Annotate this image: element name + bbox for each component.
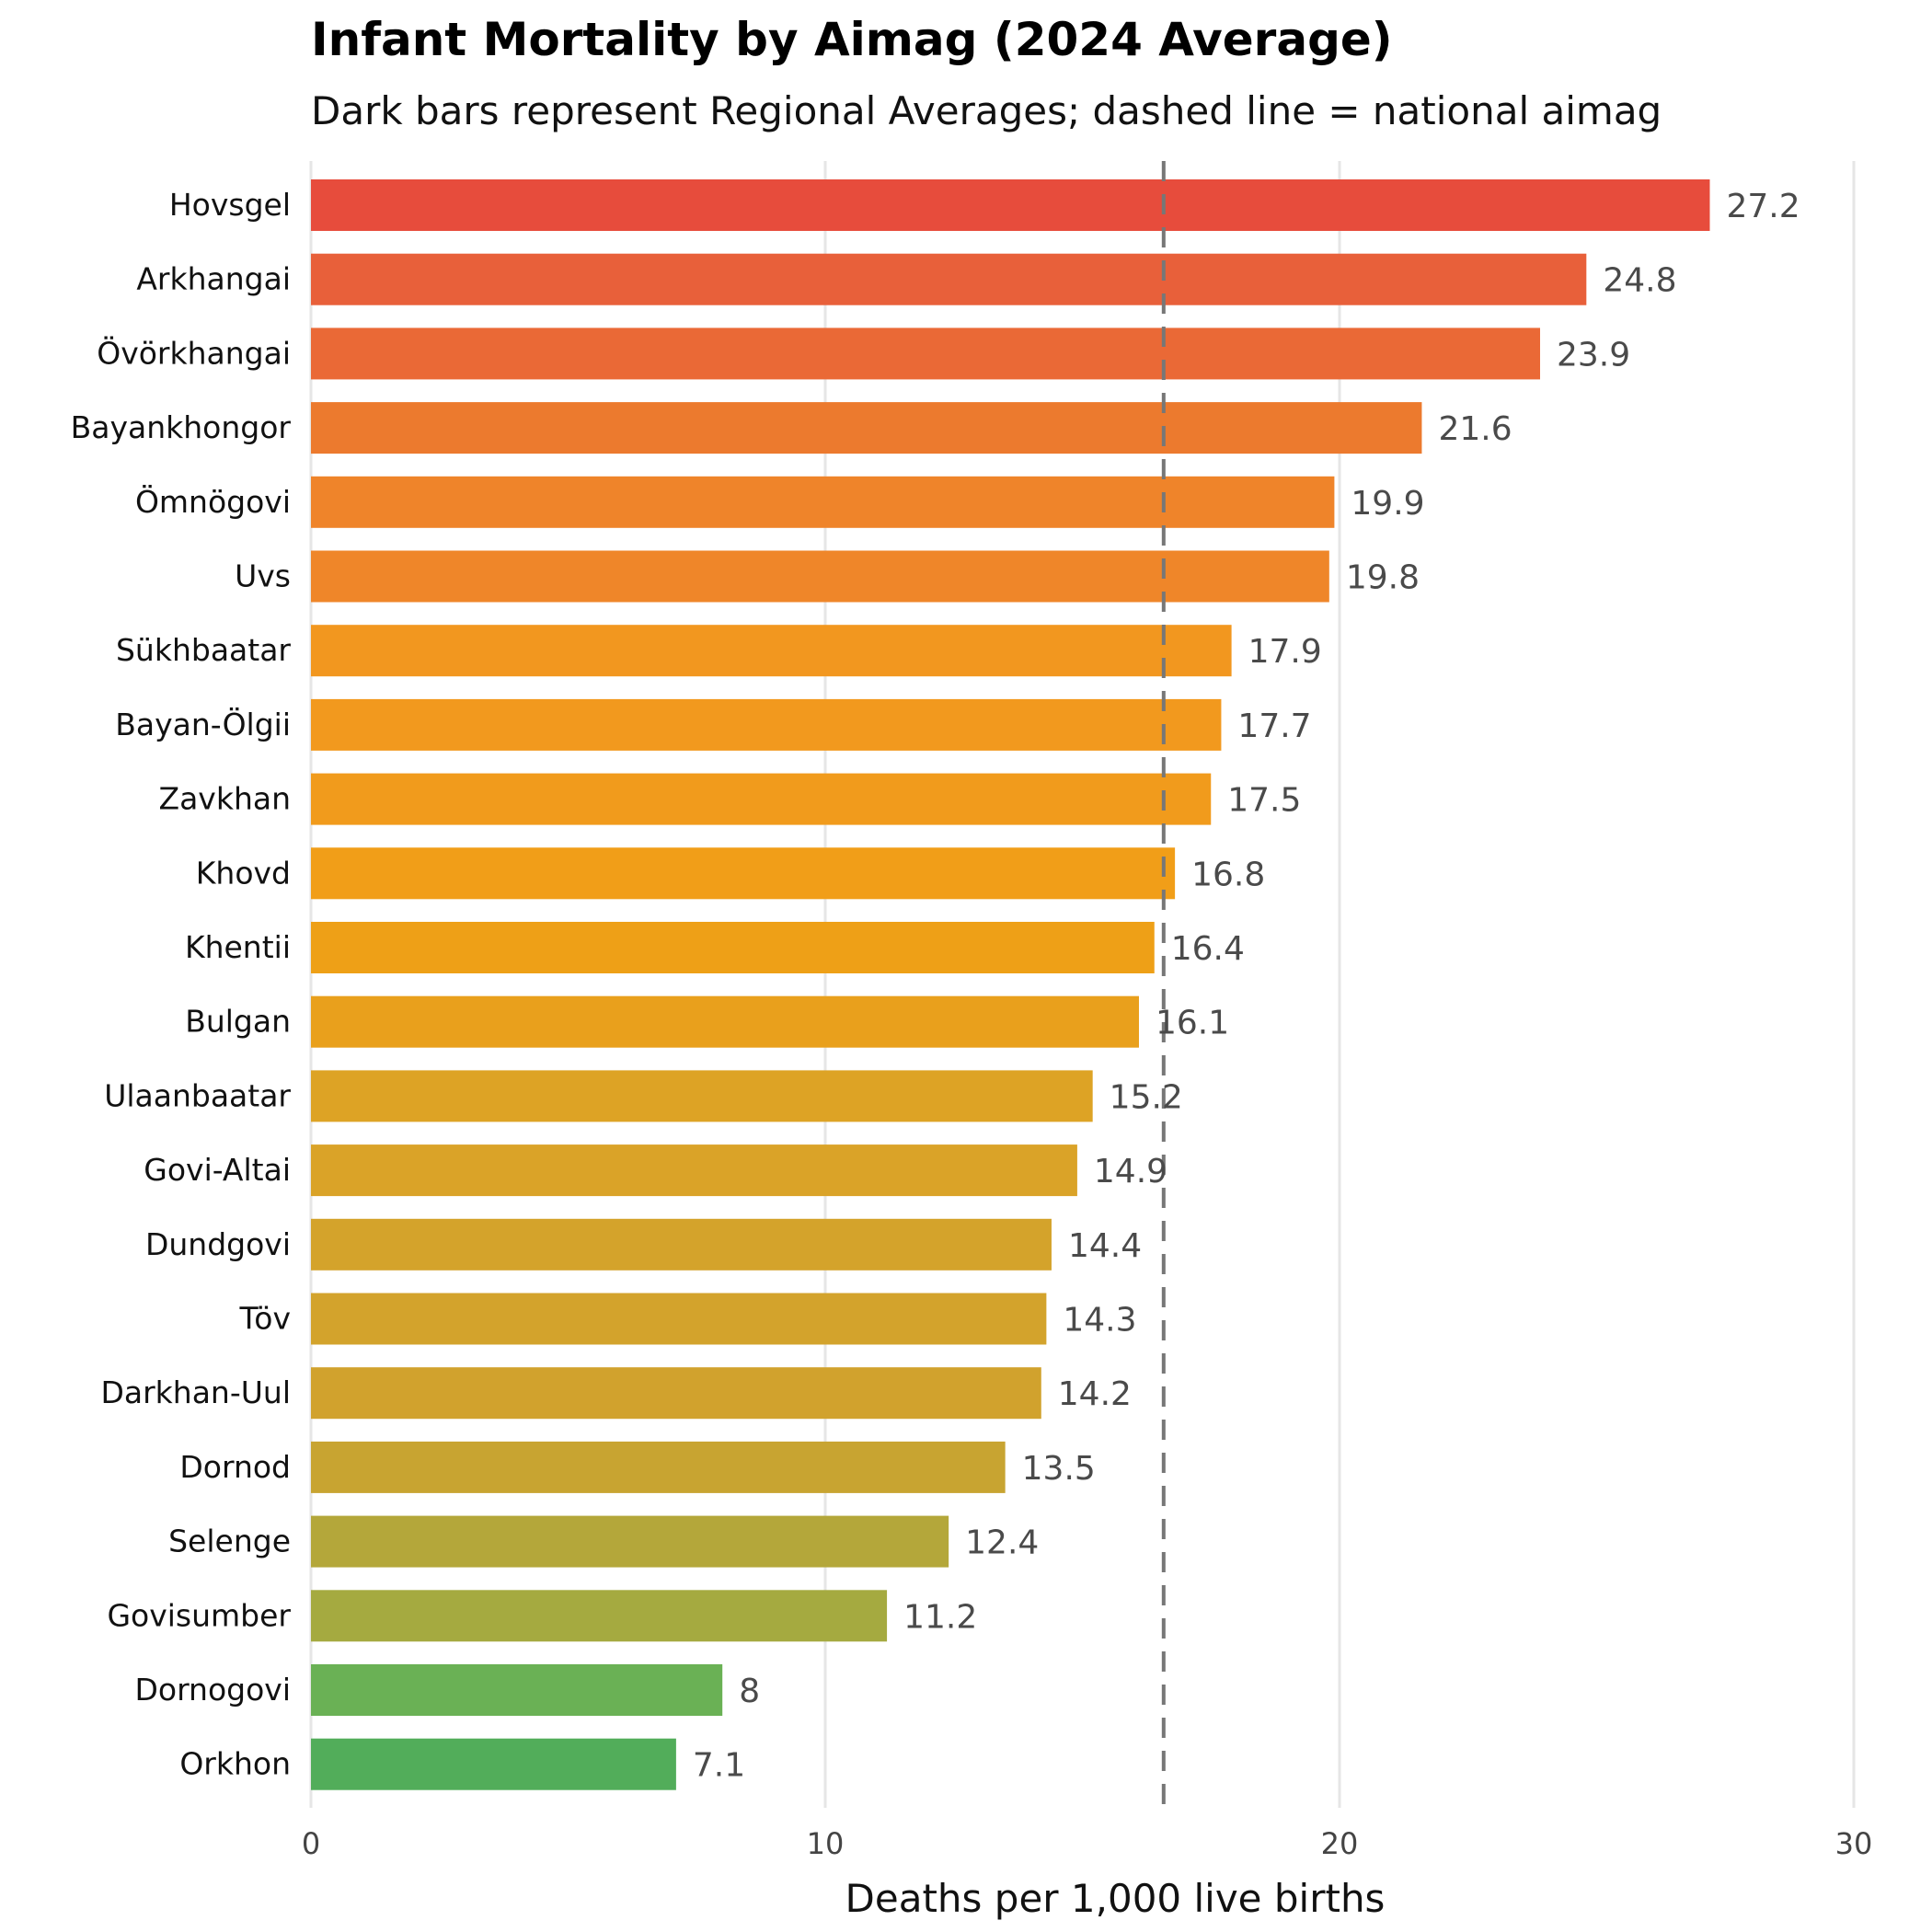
- data-label: 21.6: [1438, 410, 1512, 448]
- category-label: Khentii: [185, 929, 291, 965]
- category-label: Sükhbaatar: [116, 632, 291, 668]
- data-label: 17.9: [1248, 633, 1322, 671]
- data-label: 14.2: [1058, 1375, 1132, 1413]
- data-label: 11.2: [903, 1598, 977, 1636]
- data-label: 14.4: [1068, 1227, 1142, 1265]
- bar: [311, 1070, 1093, 1122]
- category-label: Govisumber: [107, 1597, 291, 1633]
- data-label: 23.9: [1557, 336, 1630, 374]
- bar: [311, 1590, 888, 1642]
- bar: [311, 995, 1139, 1048]
- x-tick-label: 20: [1321, 1826, 1359, 1861]
- bar: [311, 922, 1155, 973]
- bar: [311, 1367, 1041, 1420]
- data-label: 19.9: [1351, 485, 1424, 523]
- bar: [311, 476, 1335, 528]
- data-label: 16.4: [1171, 930, 1245, 968]
- category-label: Arkhangai: [136, 261, 291, 297]
- category-label: Dundgovi: [145, 1226, 291, 1262]
- category-label: Zavkhan: [158, 781, 291, 817]
- x-tick-label: 10: [807, 1826, 845, 1861]
- category-label: Selenge: [168, 1524, 291, 1559]
- x-axis-label: Deaths per 1,000 live births: [845, 1876, 1386, 1921]
- category-label: Khovd: [196, 855, 291, 891]
- bar: [311, 1144, 1077, 1197]
- category-label: Uvs: [235, 558, 291, 594]
- bar: [311, 550, 1329, 603]
- data-label: 16.1: [1156, 1005, 1229, 1042]
- bar: [311, 698, 1222, 751]
- category-label: Ulaanbaatar: [104, 1077, 291, 1113]
- bar: [311, 1738, 676, 1790]
- category-label: Bayankhongor: [71, 409, 292, 445]
- data-label: 8: [739, 1673, 760, 1710]
- category-label: Bayan-Ölgii: [115, 706, 291, 742]
- category-label: Töv: [238, 1301, 291, 1337]
- category-label: Hovsgel: [169, 187, 291, 223]
- category-label: Övörkhangai: [97, 334, 291, 371]
- bar: [311, 1293, 1047, 1345]
- bar: [311, 1515, 949, 1568]
- data-label: 13.5: [1022, 1450, 1096, 1488]
- bar: [311, 328, 1541, 380]
- bar: [311, 625, 1232, 677]
- data-label: 16.8: [1191, 856, 1265, 893]
- category-label: Darkhan-Uul: [100, 1374, 291, 1410]
- data-label: 15.2: [1110, 1078, 1183, 1116]
- data-label: 19.8: [1346, 559, 1420, 597]
- data-label: 14.9: [1094, 1153, 1167, 1190]
- bar: [311, 847, 1176, 900]
- x-tick-label: 30: [1835, 1826, 1873, 1861]
- data-label: 12.4: [965, 1524, 1039, 1562]
- bar: [311, 1441, 1006, 1493]
- category-label: Govi-Altai: [144, 1152, 291, 1188]
- category-label: Dornod: [179, 1449, 291, 1485]
- data-label: 24.8: [1603, 262, 1676, 300]
- bar: [311, 773, 1212, 825]
- data-label: 17.5: [1227, 782, 1301, 820]
- data-label: 14.3: [1063, 1302, 1136, 1340]
- bar: [311, 402, 1422, 454]
- chart-subtitle: Dark bars represent Regional Averages; d…: [311, 88, 1662, 133]
- category-label: Ömnögovi: [135, 483, 291, 520]
- bar: [311, 179, 1710, 231]
- x-tick-label: 0: [302, 1826, 320, 1861]
- category-label: Bulgan: [185, 1004, 291, 1040]
- data-label: 17.7: [1237, 707, 1311, 745]
- chart-title: Infant Mortality by Aimag (2024 Average): [311, 13, 1393, 66]
- data-label: 7.1: [693, 1747, 745, 1785]
- bar: [311, 1664, 723, 1716]
- bar: [311, 1218, 1052, 1271]
- data-label: 27.2: [1726, 188, 1800, 225]
- category-label: Dornogovi: [134, 1672, 291, 1708]
- bar: [311, 253, 1587, 305]
- category-label: Orkhon: [179, 1746, 291, 1782]
